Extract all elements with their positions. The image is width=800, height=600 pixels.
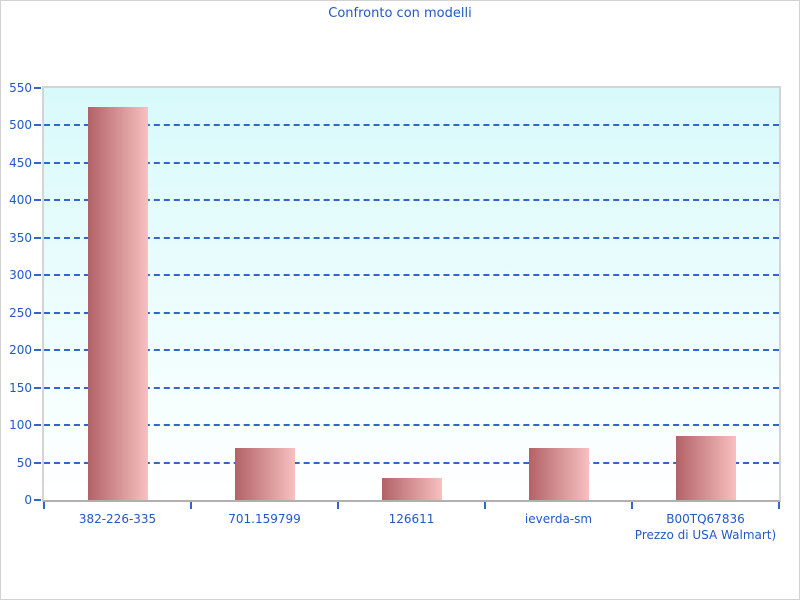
y-axis-label: 400	[9, 193, 32, 208]
y-axis-label: 500	[9, 118, 32, 133]
y-axis-tick	[34, 274, 41, 277]
y-axis-label: 450	[9, 155, 32, 170]
x-axis-label: 701.159799	[175, 511, 354, 527]
y-axis-tick	[34, 349, 41, 352]
gridline	[44, 274, 779, 277]
y-axis-label: 50	[16, 455, 32, 470]
y-axis-tick	[34, 124, 41, 127]
x-axis-tick	[778, 502, 780, 509]
y-axis-tick	[34, 161, 41, 164]
x-axis-tick	[631, 502, 633, 509]
bar	[87, 106, 148, 500]
x-axis-label-line: 701.159799	[228, 512, 301, 526]
y-axis-label: 150	[9, 380, 32, 395]
y-axis-tick	[34, 87, 41, 89]
y-axis-label: 100	[9, 418, 32, 433]
y-axis-label: 250	[9, 305, 32, 320]
gridline	[44, 124, 779, 127]
y-axis-tick	[34, 311, 41, 314]
y-axis-label: 550	[9, 81, 32, 95]
gridline	[44, 386, 779, 389]
y-axis-label: 300	[9, 268, 32, 283]
gridline	[44, 199, 779, 202]
y-axis-label: 200	[9, 343, 32, 358]
gridline	[44, 424, 779, 427]
gridline	[44, 461, 779, 464]
plot-area	[42, 86, 781, 502]
x-axis-label-line: 382-226-335	[78, 512, 157, 526]
x-axis-label-line: ieverda-sm	[524, 512, 593, 526]
bar	[381, 477, 442, 500]
x-axis-tick	[43, 502, 45, 509]
bar	[234, 447, 295, 500]
gridline	[44, 161, 779, 164]
x-axis-label: 382-226-335	[28, 511, 207, 527]
x-axis-label-line: 126611	[388, 512, 435, 526]
x-axis-tick	[337, 502, 339, 509]
y-axis-label: 350	[9, 230, 32, 245]
x-axis-label-line: Prezzo di USA Walmart)	[634, 528, 777, 542]
y-axis-tick	[34, 199, 41, 202]
x-axis-label-line: B00TQ67836	[666, 512, 745, 526]
x-axis-tick	[190, 502, 192, 509]
x-axis-tick	[484, 502, 486, 509]
y-axis-tick	[34, 386, 41, 389]
bar	[528, 447, 589, 500]
x-axis-label: ieverda-sm	[469, 511, 648, 527]
gridline	[44, 349, 779, 352]
bar	[675, 435, 736, 500]
y-axis-tick	[34, 424, 41, 427]
y-axis-tick	[34, 461, 41, 464]
x-axis-label: 126611	[322, 511, 501, 527]
y-axis-tick	[34, 236, 41, 239]
y-axis-tick	[34, 499, 41, 501]
y-axis-label: 0	[24, 493, 32, 507]
x-axis-label: B00TQ67836 Prezzo di USA Walmart)	[616, 511, 795, 543]
gridline	[44, 236, 779, 239]
chart-title: Confronto con modelli	[328, 6, 472, 21]
gridline	[44, 311, 779, 314]
